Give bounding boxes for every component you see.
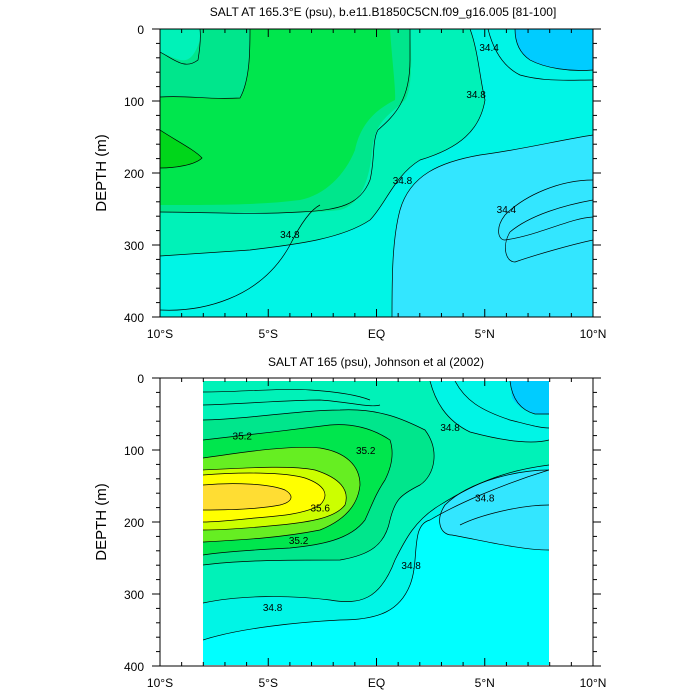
bottom-panel-fills — [203, 381, 549, 665]
top-axis-ticks: 10°S 5°S EQ 5°N 10°N 0 100 200 300 400 — [124, 23, 606, 341]
bottom-panel: 35.2 35.2 34.8 34.8 35.6 35.2 34.8 34.8 10°S 5°S… — [93, 355, 606, 690]
top-panel-contours — [160, 29, 593, 317]
contour-line — [203, 424, 393, 556]
x-tick-label: 5°S — [259, 676, 278, 690]
contour-line — [514, 29, 593, 71]
contour-label: 35.2 — [289, 536, 309, 547]
contour-line — [160, 29, 201, 65]
y-tick-label: 200 — [124, 167, 144, 181]
x-tick-label: EQ — [368, 327, 385, 341]
bottom-y-axis-title: DEPTH (m) — [93, 483, 110, 561]
contour-label: 34.4 — [497, 205, 517, 216]
x-tick-label: 10°N — [580, 327, 607, 341]
fill-region-core — [203, 483, 292, 510]
contour-line — [160, 29, 486, 257]
contour-label: 34.8 — [475, 494, 495, 505]
y-tick-label: 0 — [137, 372, 144, 386]
top-panel-fills — [160, 29, 593, 317]
contour-line — [203, 483, 292, 511]
contour-line — [203, 389, 371, 401]
bottom-panel-contours — [203, 381, 549, 641]
contour-line — [505, 199, 593, 263]
contour-line — [160, 29, 411, 214]
contour-label: 34.4 — [479, 43, 499, 54]
contour-line — [487, 29, 593, 81]
contour-line — [203, 399, 381, 407]
x-tick-label: 10°N — [580, 676, 607, 690]
contour-line — [429, 381, 549, 443]
y-tick-label: 400 — [124, 311, 144, 325]
top-chart-title: SALT AT 165.3°E (psu), b.e11.B1850C5CN.f… — [210, 5, 557, 19]
x-tick-label: 5°N — [475, 327, 495, 341]
fill-region-top-right — [515, 29, 593, 71]
contour-line — [454, 381, 549, 429]
x-tick-label: 10°S — [147, 676, 173, 690]
contour-line — [391, 134, 593, 317]
contour-line — [459, 504, 549, 526]
fill-region-right-low-deep — [505, 200, 593, 262]
x-tick-label: 5°S — [259, 327, 278, 341]
contour-label: 34.8 — [466, 90, 486, 101]
fill-region-high — [160, 29, 396, 205]
contour-label: 34.8 — [401, 561, 421, 572]
fill-region-top-right — [510, 381, 549, 415]
y-tick-label: 400 — [124, 660, 144, 674]
bottom-chart-title: SALT AT 165 (psu), Johnson et al (2002) — [268, 355, 484, 369]
contour-label: 35.6 — [310, 504, 330, 515]
contour-line — [203, 409, 435, 566]
bottom-contour-labels: 35.2 35.2 34.8 34.8 35.6 35.2 34.8 34.8 — [233, 423, 495, 614]
top-y-axis-title: DEPTH (m) — [93, 134, 110, 212]
y-tick-label: 300 — [124, 588, 144, 602]
contour-label: 35.2 — [233, 432, 253, 443]
x-tick-label: 10°S — [147, 327, 173, 341]
contour-line — [498, 179, 593, 241]
contour-line — [203, 466, 347, 531]
contour-line — [203, 469, 549, 641]
top-contour-labels: 34.4 34.8 34.8 34.8 34.4 — [280, 43, 517, 241]
contour-label: 35.2 — [356, 446, 376, 457]
y-tick-label: 200 — [124, 516, 144, 530]
contour-label: 34.8 — [280, 230, 300, 241]
contour-label: 34.8 — [440, 423, 460, 434]
fill-region-highest — [160, 130, 202, 168]
y-tick-label: 0 — [137, 23, 144, 37]
contour-line — [439, 469, 549, 551]
contour-line — [160, 129, 203, 169]
contour-line — [203, 472, 326, 523]
x-tick-label: 5°N — [475, 676, 495, 690]
contour-line — [160, 29, 251, 99]
y-tick-label: 100 — [124, 444, 144, 458]
contour-label: 34.8 — [263, 603, 283, 614]
contour-line — [509, 381, 549, 415]
contour-line — [203, 446, 361, 543]
x-tick-label: EQ — [368, 676, 385, 690]
top-panel: 34.434.834.834.834.4 10°S 5°S EQ 5°N 10°N010… — [93, 5, 606, 341]
bottom-axis-ticks: 10°S 5°S EQ 5°N 10°N 0 100 200 300 400 — [124, 372, 606, 690]
y-tick-label: 300 — [124, 239, 144, 253]
y-tick-label: 100 — [124, 95, 144, 109]
contour-label: 34.8 — [393, 176, 413, 187]
contour-line — [160, 204, 321, 311]
